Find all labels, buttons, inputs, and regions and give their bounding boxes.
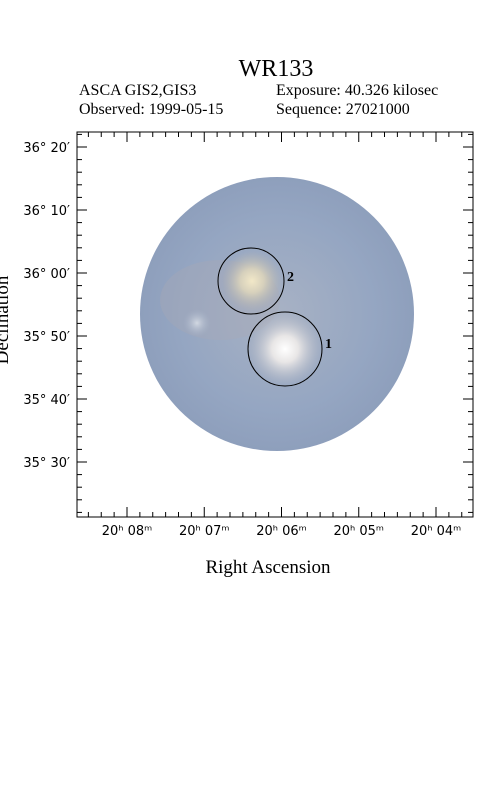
instrument: ASCA GIS2,GIS3 [79,82,196,99]
x-tick-label: 20ʰ 08ᵐ [102,524,153,539]
x-tick-label: 20ʰ 07ᵐ [179,524,230,539]
plot-frame [76,131,474,518]
y-tick-label: 35° 50′ [23,330,70,345]
source-label: 2 [287,270,294,285]
exposure: Exposure: 40.326 kilosec [276,82,438,99]
y-tick-label: 36° 00′ [23,267,70,282]
y-tick-label: 36° 10′ [23,204,70,219]
source-label: 1 [325,337,332,352]
x-tick-label: 20ʰ 05ᵐ [333,524,384,539]
x-axis-label: Right Ascension [205,557,331,578]
title: WR133 [239,56,314,82]
tick-marks [77,132,473,517]
y-axis-label: Declination [0,275,13,364]
observed: Observed: 1999-05-15 [79,101,223,118]
y-tick-label: 35° 30′ [23,456,70,471]
x-tick-label: 20ʰ 04ᵐ [411,524,462,539]
source-region [247,311,323,387]
y-tick-label: 36° 20′ [23,141,70,156]
x-tick-label: 20ʰ 06ᵐ [256,524,307,539]
y-tick-label: 35° 40′ [23,393,70,408]
source-region [217,247,285,315]
tick-labels: 36° 20′ 36° 10′ 36° 00′ 35° 50′ 35° 40′ 35° 3… [23,141,461,539]
sequence: Sequence: 27021000 [276,101,410,118]
sky-image [140,177,414,451]
